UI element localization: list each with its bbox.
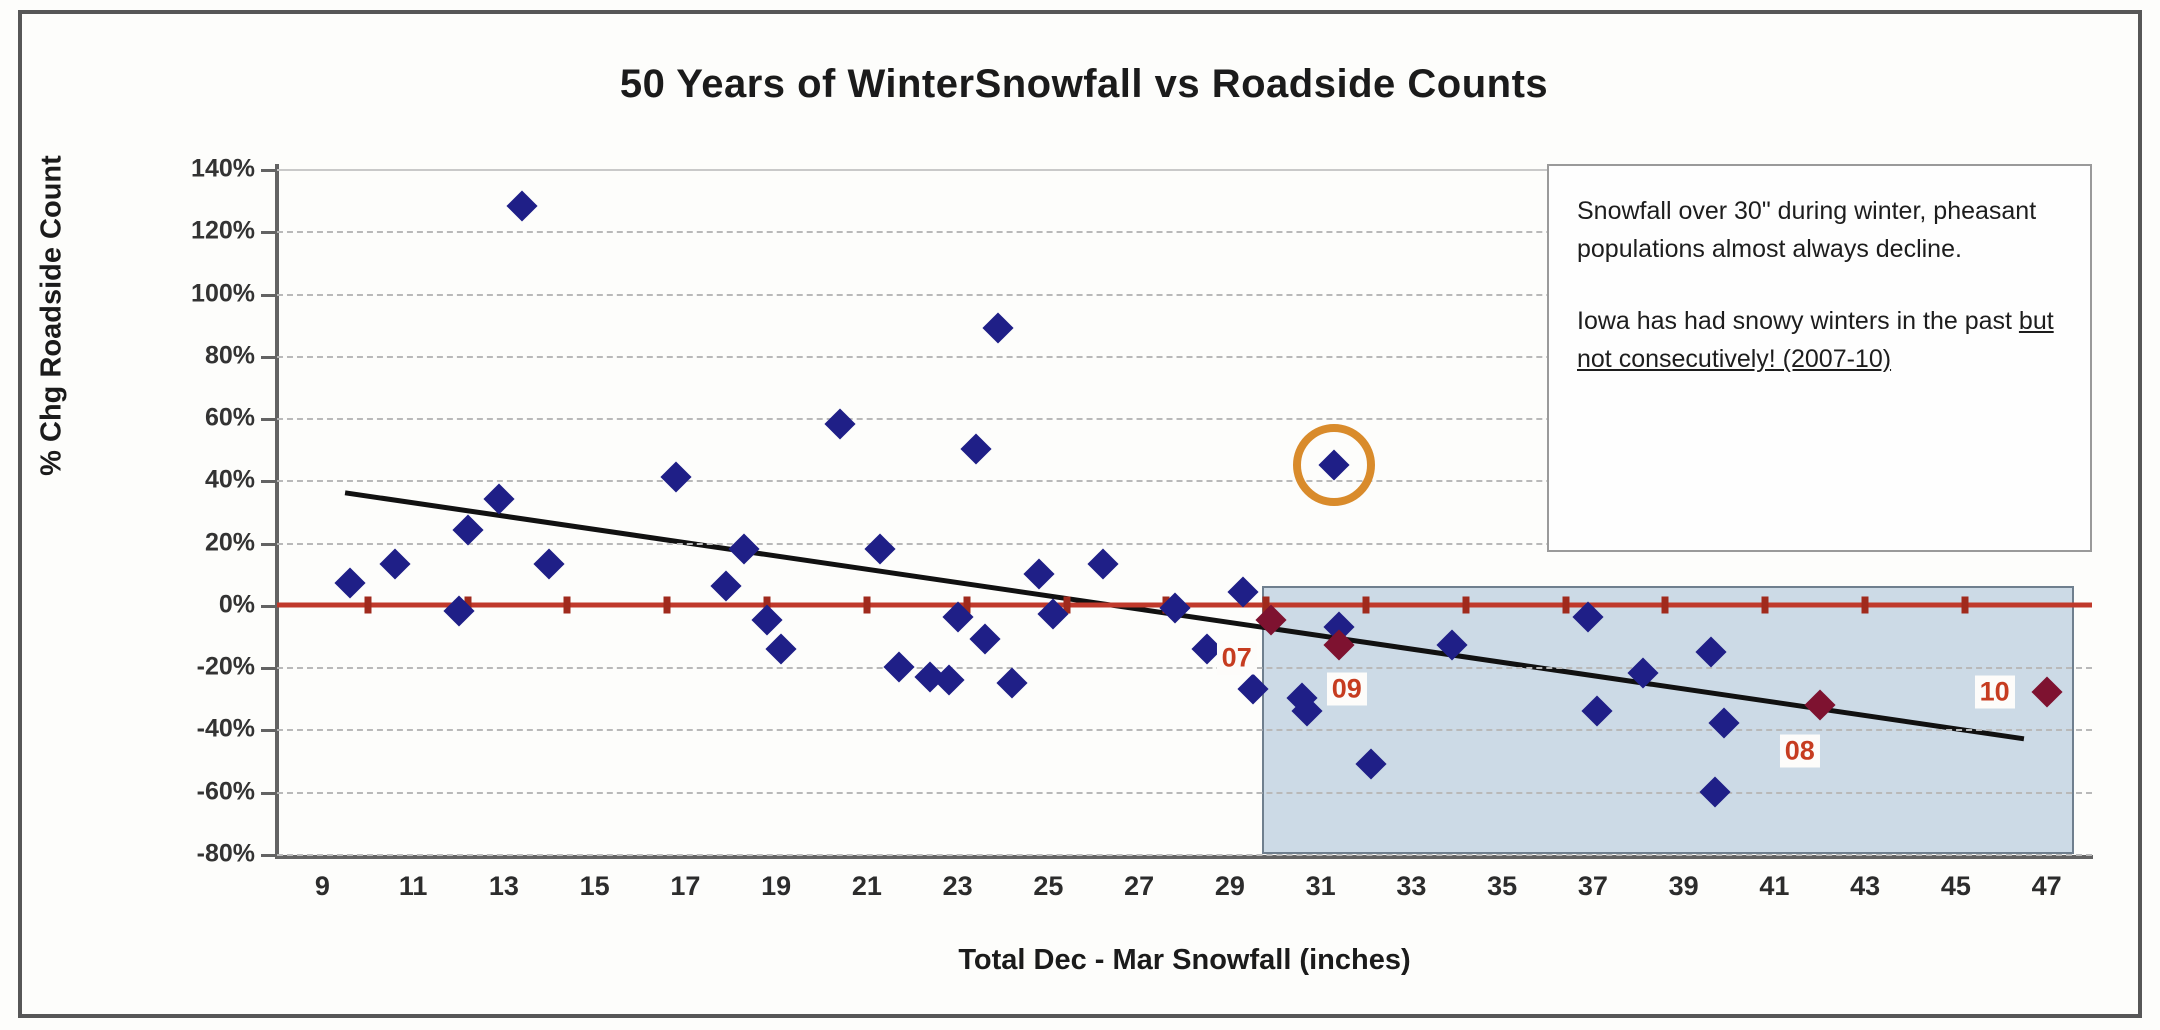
y-gridline xyxy=(277,854,2092,856)
zero-line-tick xyxy=(1462,596,1470,614)
y-axis-title: % Chg Roadside Count xyxy=(35,155,68,476)
shaded-snowfall-region xyxy=(1261,586,2074,854)
y-tick-label: 40% xyxy=(204,465,255,494)
annotation-callout-box: Snowfall over 30" during winter, pheasan… xyxy=(1547,164,2092,552)
trend-line-layer xyxy=(344,490,2025,742)
zero-line-tick xyxy=(663,596,671,614)
x-tick-label: 27 xyxy=(1124,871,1155,901)
zero-line-tick xyxy=(1961,596,1969,614)
zero-line-tick xyxy=(1562,596,1570,614)
y-tick-label: 140% xyxy=(191,154,255,183)
annotation-paragraph-2-underlined: but not consecutively! (2007-10) xyxy=(1577,307,2054,373)
y-tick-mark xyxy=(261,542,277,546)
y-tick-label: 80% xyxy=(204,341,255,370)
x-tick-label: 33 xyxy=(1396,871,1427,901)
y-tick-mark xyxy=(261,355,277,359)
y-gridline xyxy=(277,231,2092,234)
y-tick-mark xyxy=(261,169,277,172)
zero-line-tick xyxy=(364,596,372,614)
x-tick-label: 37 xyxy=(1577,871,1608,901)
zero-line-tick xyxy=(863,596,871,614)
chart-title: 50 Years of WinterSnowfall vs Roadside C… xyxy=(619,62,1549,106)
y-tick-label: 20% xyxy=(204,528,255,557)
x-tick-label: 23 xyxy=(942,871,973,901)
y-gridline xyxy=(277,418,2092,421)
zero-line-tick xyxy=(1362,596,1370,614)
zero-line-tick xyxy=(563,596,571,614)
x-tick-label: 15 xyxy=(579,871,610,901)
year-label-07: 07 xyxy=(1216,641,1257,675)
year-label-08: 08 xyxy=(1779,734,1820,768)
y-tick-label: -80% xyxy=(196,839,255,868)
y-tick-label: -20% xyxy=(196,652,255,681)
y-gridline xyxy=(277,355,2092,358)
year-label-10: 10 xyxy=(1974,675,2015,709)
y-gridline xyxy=(277,542,2092,545)
x-tick-label: 21 xyxy=(851,871,882,901)
chart-frame: 50 Years of WinterSnowfall vs Roadside C… xyxy=(18,10,2142,1018)
x-axis-title: Total Dec - Mar Snowfall (inches) xyxy=(958,944,1411,976)
y-tick-mark xyxy=(261,854,277,857)
annotation-paragraph-1: Snowfall over 30" during winter, pheasan… xyxy=(1577,197,2037,263)
y-tick-label: -40% xyxy=(196,714,255,743)
y-tick-mark xyxy=(261,231,277,235)
y-gridline xyxy=(277,480,2092,483)
y-tick-mark xyxy=(261,729,277,733)
y-gridline xyxy=(277,791,2092,794)
y-tick-mark xyxy=(261,480,277,484)
zero-line-tick xyxy=(1761,596,1769,614)
x-tick-label: 17 xyxy=(670,871,701,901)
x-tick-label: 9 xyxy=(314,871,330,901)
y-tick-mark xyxy=(261,667,277,671)
x-tick-label: 25 xyxy=(1033,871,1064,901)
x-tick-label: 47 xyxy=(2031,871,2062,901)
y-gridline xyxy=(277,293,2092,296)
y-gridline xyxy=(277,729,2092,732)
x-tick-label: 11 xyxy=(398,871,428,901)
x-tick-label: 41 xyxy=(1759,871,1790,901)
zero-line-tick xyxy=(763,596,771,614)
x-tick-label: 43 xyxy=(1850,871,1881,901)
plot-area: 140% 120% 100% 80% 60% 40% 20% 0% -20% -40% -60% -8… xyxy=(191,155,2092,901)
y-tick-mark xyxy=(261,604,277,608)
zero-line-tick xyxy=(1262,596,1270,614)
x-tick-label: 39 xyxy=(1668,871,1699,901)
y-gridline xyxy=(277,667,2092,670)
y-tick-label: 0% xyxy=(218,590,255,619)
x-tick-label: 29 xyxy=(1214,871,1245,901)
annotation-paragraph-2: Iowa has had snowy winters in the past b… xyxy=(1577,302,2062,378)
y-axis-line xyxy=(275,164,279,859)
annotation-paragraph-2-plain: Iowa has had snowy winters in the past xyxy=(1577,307,2019,335)
y-tick-label: 120% xyxy=(191,216,255,245)
zero-line-tick xyxy=(1861,596,1869,614)
y-tick-mark xyxy=(261,293,277,297)
x-axis-line xyxy=(275,855,2093,859)
y-tick-label: 100% xyxy=(191,279,255,308)
x-tick-label: 19 xyxy=(761,871,792,901)
x-tick-label: 45 xyxy=(1940,871,1971,901)
x-tick-label: 35 xyxy=(1487,871,1518,901)
y-tick-label: 60% xyxy=(204,403,255,432)
y-gridline xyxy=(277,169,2092,171)
zero-line-tick xyxy=(1661,596,1669,614)
zero-line-tick xyxy=(963,596,971,614)
y-tick-mark xyxy=(261,791,277,795)
x-tick-label: 31 xyxy=(1305,871,1336,901)
year-label-09: 09 xyxy=(1326,672,1367,706)
x-tick-label: 13 xyxy=(488,871,519,901)
highlight-circle-annotation xyxy=(1293,423,1376,506)
trend-line xyxy=(344,490,2025,742)
y-tick-mark xyxy=(261,418,277,422)
zero-line-tick xyxy=(1063,596,1071,614)
y-tick-label: -60% xyxy=(196,777,255,806)
